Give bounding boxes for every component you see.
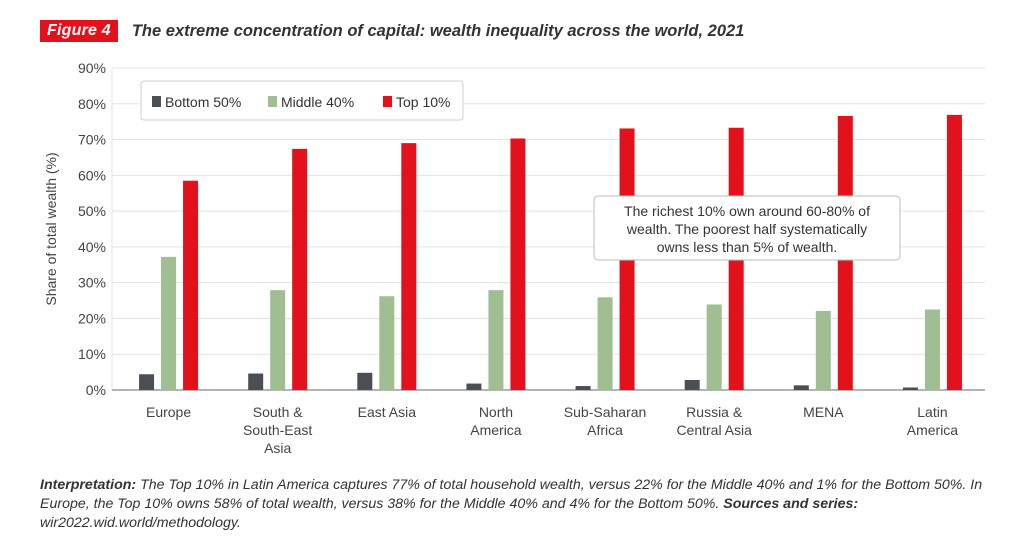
x-category-label: North America	[470, 404, 522, 438]
axis-layer: 0% 10% 20% 30% 40% 50% 60% 70% 80% 90% Share of to…	[43, 60, 985, 398]
y-tick-label: 70%	[78, 132, 106, 148]
middle-40-bar	[706, 304, 722, 390]
middle-40-bar	[815, 310, 831, 390]
annotation-text: wealth. The poorest half systematically	[626, 221, 867, 237]
bar-chart: 0% 10% 20% 30% 40% 50% 60% 70% 80% 90% Share of to…	[43, 60, 985, 456]
bottom-50-bar	[357, 372, 373, 390]
grid-layer	[111, 67, 985, 390]
legend-label: Middle 40%	[281, 94, 354, 110]
legend-label: Bottom 50%	[165, 94, 241, 110]
y-tick-label: 90%	[78, 60, 106, 76]
legend-swatch-bottom-50	[152, 96, 161, 107]
bottom-50-bar	[902, 387, 918, 390]
interpretation-label: Interpretation:	[40, 477, 137, 493]
y-tick-label: 40%	[78, 239, 106, 255]
bottom-50-bar	[575, 386, 591, 390]
middle-40-bar	[161, 256, 177, 390]
y-tick-label: 10%	[78, 346, 106, 362]
interpretation-text: The Top 10% in Latin America captures 77…	[40, 477, 983, 512]
top-10-bar	[946, 114, 962, 390]
y-tick-label: 0%	[86, 382, 106, 398]
figure-title: The extreme concentration of capital: we…	[131, 21, 745, 40]
x-category-label: Sub-Saharan Africa	[564, 404, 647, 438]
middle-40-bar	[488, 290, 504, 390]
x-category-label: South & South-East Asia	[243, 404, 312, 456]
annotation-text: The richest 10% own around 60-80% of	[624, 203, 870, 219]
annotation-box: The richest 10% own around 60-80% of weal…	[593, 195, 901, 261]
top-10-bar	[510, 138, 526, 390]
middle-40-bar	[379, 296, 395, 390]
bottom-50-bar	[139, 374, 155, 390]
x-category-label: Europe	[146, 404, 191, 420]
bar-layer	[139, 114, 962, 390]
legend-swatch-top-10	[383, 96, 392, 107]
y-axis-title: Share of total wealth (%)	[43, 152, 59, 305]
y-tick-label: 30%	[78, 275, 106, 291]
x-category-label: East Asia	[358, 404, 417, 420]
figure-badge: Figure 4	[40, 20, 118, 42]
top-10-bar	[292, 148, 308, 390]
label-layer: Europe South & South-East Asia East Asia Nort…	[146, 404, 958, 456]
legend: Bottom 50% Middle 40% Top 10%	[140, 80, 464, 121]
x-category-label: MENA	[803, 404, 844, 420]
y-tick-label: 80%	[78, 96, 106, 112]
legend-label: Top 10%	[396, 94, 450, 110]
y-tick-label: 20%	[78, 310, 106, 326]
y-tick-label: 60%	[78, 167, 106, 183]
footer-note: Interpretation: The Top 10% in Latin Ame…	[40, 476, 1005, 533]
figure-header: Figure 4 The extreme concentration of ca…	[40, 18, 744, 44]
annotation-text: owns less than 5% of wealth.	[657, 239, 838, 255]
x-category-label: Russia & Central Asia	[676, 404, 752, 438]
middle-40-bar	[597, 297, 613, 390]
top-10-bar	[183, 180, 199, 390]
bottom-50-bar	[684, 379, 700, 390]
annotation-frame	[593, 195, 901, 261]
middle-40-bar	[924, 309, 940, 390]
legend-box	[140, 80, 464, 121]
middle-40-bar	[270, 290, 286, 390]
bottom-50-bar	[248, 373, 264, 390]
top-10-bar	[401, 143, 417, 390]
bottom-50-bar	[466, 383, 482, 390]
x-category-label: Latin America	[907, 404, 959, 438]
bottom-50-bar	[793, 385, 809, 390]
sources-text: wir2022.wid.world/methodology.	[40, 515, 241, 531]
legend-swatch-middle-40	[268, 96, 277, 107]
y-tick-label: 50%	[78, 203, 106, 219]
sources-label: Sources and series:	[723, 496, 859, 512]
